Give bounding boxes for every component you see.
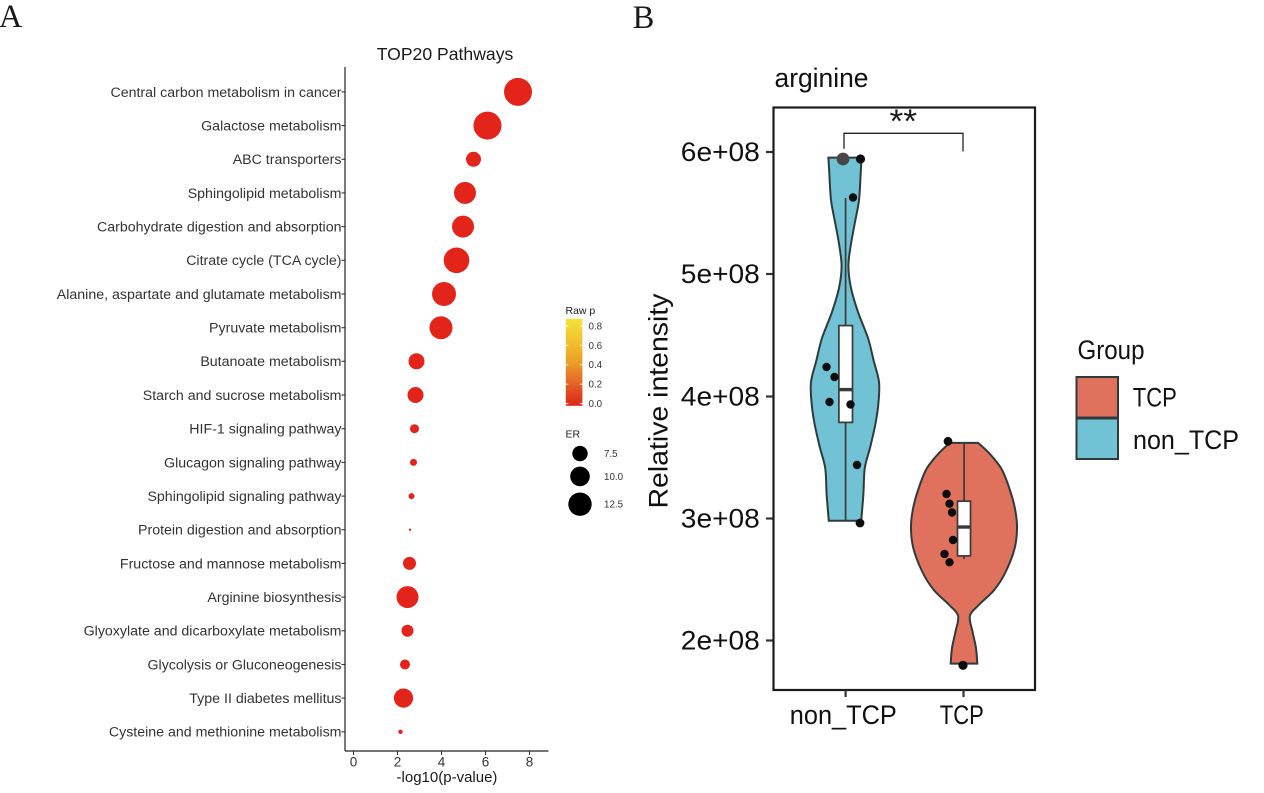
svg-text:TCP: TCP [940,700,984,730]
svg-text:6: 6 [482,755,490,770]
svg-text:Glyoxylate and dicarboxylate m: Glyoxylate and dicarboxylate metabolism [84,624,342,640]
svg-text:Protein digestion and absorpti: Protein digestion and absorption [138,523,342,539]
svg-text:0: 0 [350,755,358,770]
svg-text:5e+08: 5e+08 [681,259,760,289]
svg-text:ABC transporters: ABC transporters [233,152,342,168]
svg-text:Galactose metabolism: Galactose metabolism [201,119,341,135]
svg-text:Starch and sucrose metabolism: Starch and sucrose metabolism [143,388,342,404]
svg-text:arginine: arginine [775,63,869,93]
svg-text:12.5: 12.5 [604,500,624,511]
svg-text:A: A [0,0,23,35]
svg-text:non_TCP: non_TCP [790,700,897,730]
svg-text:-log10(p-value): -log10(p-value) [397,769,498,786]
svg-text:6e+08: 6e+08 [681,137,760,167]
svg-text:0.8: 0.8 [589,321,603,332]
svg-text:Arginine biosynthesis: Arginine biosynthesis [207,590,341,606]
svg-text:Carbohydrate digestion and abs: Carbohydrate digestion and absorption [97,220,342,236]
svg-text:Glycolysis or Gluconeogenesis: Glycolysis or Gluconeogenesis [148,657,342,673]
svg-text:Sphingolipid signaling pathway: Sphingolipid signaling pathway [147,489,342,505]
svg-text:B: B [633,0,655,36]
svg-text:3e+08: 3e+08 [681,504,760,534]
svg-text:Raw p: Raw p [566,305,596,317]
svg-text:**: ** [890,103,918,140]
svg-text:Alanine, aspartate and glutama: Alanine, aspartate and glutamate metabol… [57,287,342,303]
svg-text:non_TCP: non_TCP [1133,425,1239,455]
svg-text:TOP20 Pathways: TOP20 Pathways [377,44,514,64]
svg-text:0.4: 0.4 [589,360,603,371]
svg-text:TCP: TCP [1133,382,1177,412]
svg-text:Fructose and mannose metabolis: Fructose and mannose metabolism [120,556,342,572]
svg-text:10.0: 10.0 [604,472,624,483]
svg-text:Citrate cycle (TCA cycle): Citrate cycle (TCA cycle) [186,253,341,269]
svg-text:Pyruvate metabolism: Pyruvate metabolism [209,321,341,337]
svg-text:Central carbon metabolism in c: Central carbon metabolism in cancer [110,85,341,101]
svg-text:Type II diabetes mellitus: Type II diabetes mellitus [189,691,341,707]
svg-text:Glucagon signaling pathway: Glucagon signaling pathway [164,455,342,471]
svg-text:ER: ER [566,429,581,441]
svg-text:0.0: 0.0 [589,399,603,410]
svg-text:4e+08: 4e+08 [681,382,760,412]
svg-text:0.6: 0.6 [589,341,603,352]
svg-text:Sphingolipid metabolism: Sphingolipid metabolism [188,186,342,202]
svg-text:0.2: 0.2 [589,380,603,391]
svg-text:2e+08: 2e+08 [681,626,760,656]
svg-text:4: 4 [438,755,446,770]
svg-text:Group: Group [1078,335,1145,365]
svg-text:Relative intensity: Relative intensity [644,293,674,509]
svg-text:7.5: 7.5 [604,449,618,460]
svg-text:Butanoate metabolism: Butanoate metabolism [200,354,341,370]
svg-text:8: 8 [526,755,534,770]
svg-text:HIF-1 signaling pathway: HIF-1 signaling pathway [189,422,342,438]
svg-text:2: 2 [394,755,402,770]
svg-text:Cysteine and methionine metabo: Cysteine and methionine metabolism [109,725,342,741]
